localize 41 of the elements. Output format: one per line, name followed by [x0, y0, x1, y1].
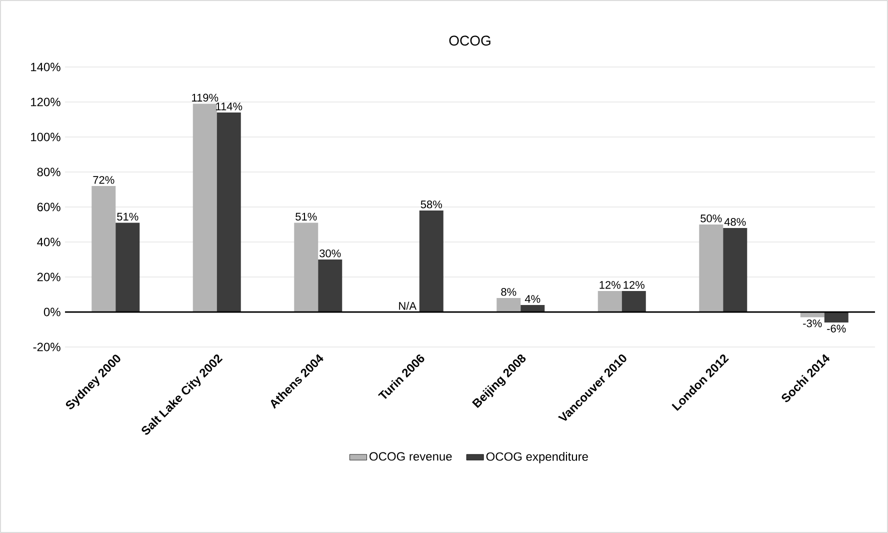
data-label: 30%: [320, 250, 341, 258]
bar: [622, 291, 646, 312]
y-tick-label: 80%: [37, 168, 60, 176]
data-label: 51%: [117, 212, 138, 221]
data-label: 12%: [600, 281, 620, 289]
bar: [92, 186, 116, 312]
data-label: -6%: [827, 324, 846, 332]
y-tick-label: 140%: [31, 62, 60, 72]
y-tick-label: 40%: [37, 238, 60, 246]
bar: [419, 210, 444, 312]
data-label: 50%: [700, 214, 722, 222]
data-label: 119%: [192, 94, 218, 102]
data-label: 58%: [420, 200, 442, 208]
y-tick-label: -20%: [33, 342, 60, 352]
data-label: 114%: [216, 102, 242, 110]
y-tick-label: 120%: [31, 98, 60, 106]
bar: [318, 260, 342, 312]
chart-title: OCOG: [449, 36, 490, 46]
bar: [598, 291, 622, 312]
data-label: 51%: [296, 212, 317, 221]
data-label: -3%: [803, 319, 822, 328]
data-label: 72%: [93, 176, 114, 184]
bar: [723, 228, 748, 312]
bar: [192, 104, 217, 312]
bar: [294, 222, 318, 312]
data-label: 48%: [724, 218, 746, 226]
bar: [116, 222, 140, 312]
bar: [824, 312, 848, 322]
y-tick-label: 20%: [37, 272, 60, 282]
data-label: 8%: [501, 288, 516, 296]
bar: [216, 112, 241, 312]
legend-label: OCOG expenditure: [486, 452, 588, 464]
bar: [699, 224, 724, 312]
bar: [496, 298, 521, 312]
data-label: 4%: [524, 295, 540, 303]
y-tick-label: 100%: [31, 132, 60, 142]
y-tick-label: 60%: [37, 202, 60, 212]
legend-label: OCOG revenue: [370, 452, 452, 461]
data-label: 12%: [624, 281, 644, 289]
text: N/A: [399, 302, 417, 310]
y-tick-label: 0%: [44, 308, 60, 316]
